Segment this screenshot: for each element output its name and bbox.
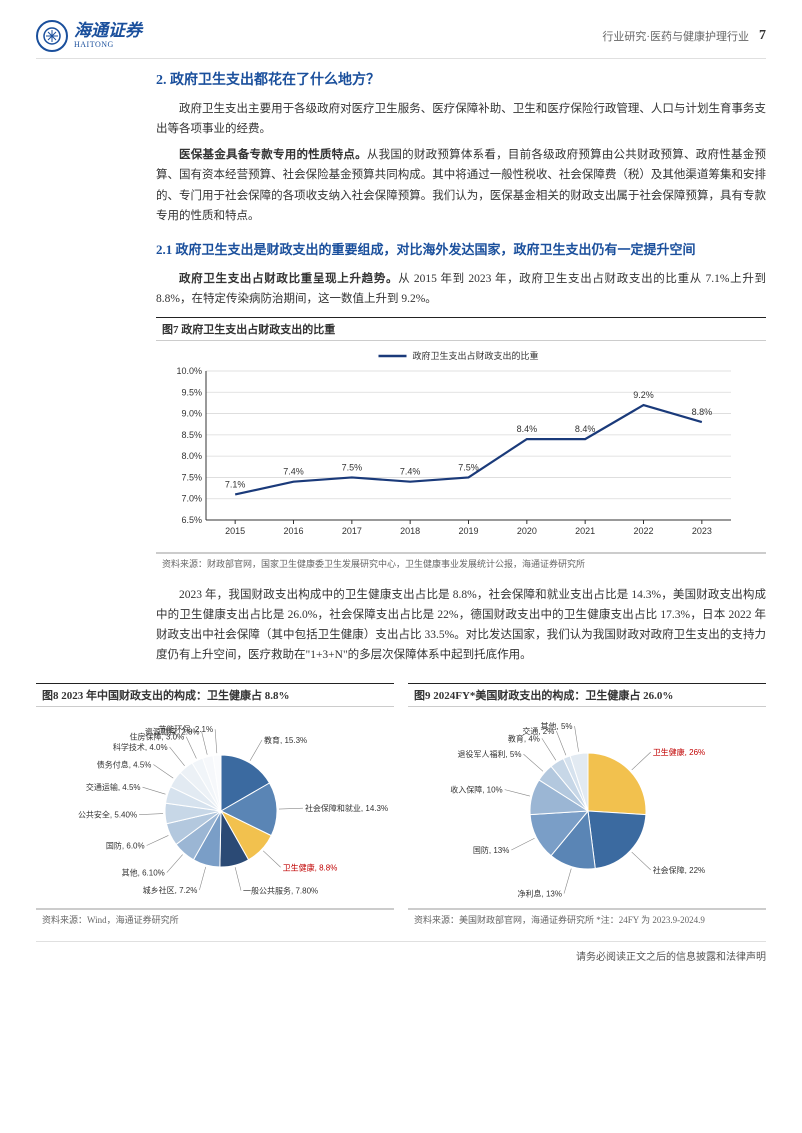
section-21-p1-bold: 政府卫生支出占财政比重呈现上升趋势。 [179,273,398,285]
svg-text:2017: 2017 [342,526,362,536]
svg-text:一般公共服务, 7.80%: 一般公共服务, 7.80% [243,886,318,896]
footer-disclaimer: 请务必阅读正文之后的信息披露和法律声明 [36,941,766,963]
svg-text:2018: 2018 [400,526,420,536]
section-21-p1: 政府卫生支出占财政比重呈现上升趋势。从 2015 年到 2023 年，政府卫生支… [156,269,766,309]
svg-text:交通运输, 4.5%: 交通运输, 4.5% [86,783,141,793]
svg-text:节能环保, 2.1%: 节能环保, 2.1% [158,725,213,735]
svg-text:8.5%: 8.5% [181,430,202,440]
svg-text:7.1%: 7.1% [225,479,246,489]
header-category: 行业研究·医药与健康护理行业 [602,28,749,44]
svg-text:收入保障, 10%: 收入保障, 10% [450,785,502,795]
svg-text:6.5%: 6.5% [181,515,202,525]
logo-cn: 海通证券 [74,22,142,41]
svg-text:7.0%: 7.0% [181,494,202,504]
logo-icon [36,20,68,52]
svg-text:债务付息, 4.5%: 债务付息, 4.5% [97,760,152,770]
svg-text:10.0%: 10.0% [176,366,202,376]
svg-text:8.8%: 8.8% [692,407,713,417]
chart9-box: 卫生健康, 26% 社会保障, 22% 净利息, 13% 国防, 13% 收入保障, 1… [408,707,766,909]
logo-en: HAITONG [74,41,142,50]
svg-text:9.5%: 9.5% [181,387,202,397]
svg-text:8.4%: 8.4% [517,424,538,434]
svg-text:2015: 2015 [225,526,245,536]
svg-text:2023: 2023 [692,526,712,536]
svg-text:7.5%: 7.5% [181,472,202,482]
svg-text:2019: 2019 [458,526,478,536]
svg-text:7.5%: 7.5% [458,462,479,472]
chart9-title: 图9 2024FY*美国财政支出的构成：卫生健康占 26.0% [408,683,766,707]
chart9-svg: 卫生健康, 26% 社会保障, 22% 净利息, 13% 国防, 13% 收入保障, 1… [408,711,766,901]
svg-text:2020: 2020 [517,526,537,536]
svg-text:7.4%: 7.4% [283,466,304,476]
logo-area: 海通证券 HAITONG [36,20,142,52]
svg-text:其他, 6.10%: 其他, 6.10% [122,868,165,878]
svg-text:9.2%: 9.2% [633,390,654,400]
svg-text:科学技术, 4.0%: 科学技术, 4.0% [113,742,168,752]
chart7-source: 资料来源：财政部官网，国家卫生健康委卫生发展研究中心，卫生健康事业发展统计公报，… [156,553,766,573]
svg-text:2022: 2022 [633,526,653,536]
svg-text:退役军人福利, 5%: 退役军人福利, 5% [457,749,521,759]
section-2-p1: 政府卫生支出主要用于各级政府对医疗卫生服务、医疗保障补助、卫生和医疗保险行政管理… [156,99,766,139]
chart9-source: 资料来源：美国财政部官网，海通证券研究所 *注：24FY 为 2023.9-20… [408,909,766,929]
svg-text:其他, 5%: 其他, 5% [541,721,573,731]
svg-text:8.0%: 8.0% [181,451,202,461]
svg-text:净利息, 13%: 净利息, 13% [518,889,562,899]
chart7-box: 6.5% 7.0% 7.5% 8.0% 8.5% 9.0% 9.5% 10.0% 2015 201… [156,341,766,553]
chart7-svg: 6.5% 7.0% 7.5% 8.0% 8.5% 9.0% 9.5% 10.0% 2015 201… [156,345,746,545]
section-2-p2-bold: 医保基金具备专款专用的性质特点。 [179,149,367,161]
section-21-title: 2.1 政府卫生支出是财政支出的重要组成，对比海外发达国家，政府卫生支出仍有一定… [156,240,766,261]
svg-text:7.4%: 7.4% [400,466,421,476]
svg-text:城乡社区, 7.2%: 城乡社区, 7.2% [143,885,198,895]
para-mid: 2023 年，我国财政支出构成中的卫生健康支出占比是 8.8%，社会保障和就业支… [156,585,766,666]
svg-text:国防, 6.0%: 国防, 6.0% [106,841,145,851]
chart8-source: 资料来源：Wind，海通证券研究所 [36,909,394,929]
svg-text:国防, 13%: 国防, 13% [473,845,509,855]
svg-text:社会保障和就业, 14.3%: 社会保障和就业, 14.3% [305,803,388,813]
page-number: 7 [759,28,766,44]
chart8-title: 图8 2023 年中国财政支出的构成：卫生健康占 8.8% [36,683,394,707]
svg-text:7.5%: 7.5% [342,462,363,472]
svg-text:卫生健康, 26%: 卫生健康, 26% [653,747,705,757]
svg-text:公共安全, 5.40%: 公共安全, 5.40% [78,810,137,820]
section-2-title: 2. 政府卫生支出都花在了什么地方？ [156,69,766,89]
svg-text:教育, 15.3%: 教育, 15.3% [264,735,307,745]
svg-text:社会保障, 22%: 社会保障, 22% [653,865,705,875]
chart8-svg: 教育, 15.3% 社会保障和就业, 14.3% 卫生健康, 8.8% 一般公共服务,… [36,711,394,901]
svg-text:2021: 2021 [575,526,595,536]
svg-text:政府卫生支出占财政支出的比重: 政府卫生支出占财政支出的比重 [413,350,539,361]
page-header: 海通证券 HAITONG 行业研究·医药与健康护理行业 7 [36,20,766,59]
chart8-box: 教育, 15.3% 社会保障和就业, 14.3% 卫生健康, 8.8% 一般公共服务,… [36,707,394,909]
svg-text:卫生健康, 8.8%: 卫生健康, 8.8% [283,863,338,873]
svg-text:9.0%: 9.0% [181,408,202,418]
svg-text:8.4%: 8.4% [575,424,596,434]
chart7-title: 图7 政府卫生支出占财政支出的比重 [156,317,766,341]
section-2-p2: 医保基金具备专款专用的性质特点。从我国的财政预算体系看，目前各级政府预算由公共财… [156,145,766,226]
svg-text:2016: 2016 [283,526,303,536]
